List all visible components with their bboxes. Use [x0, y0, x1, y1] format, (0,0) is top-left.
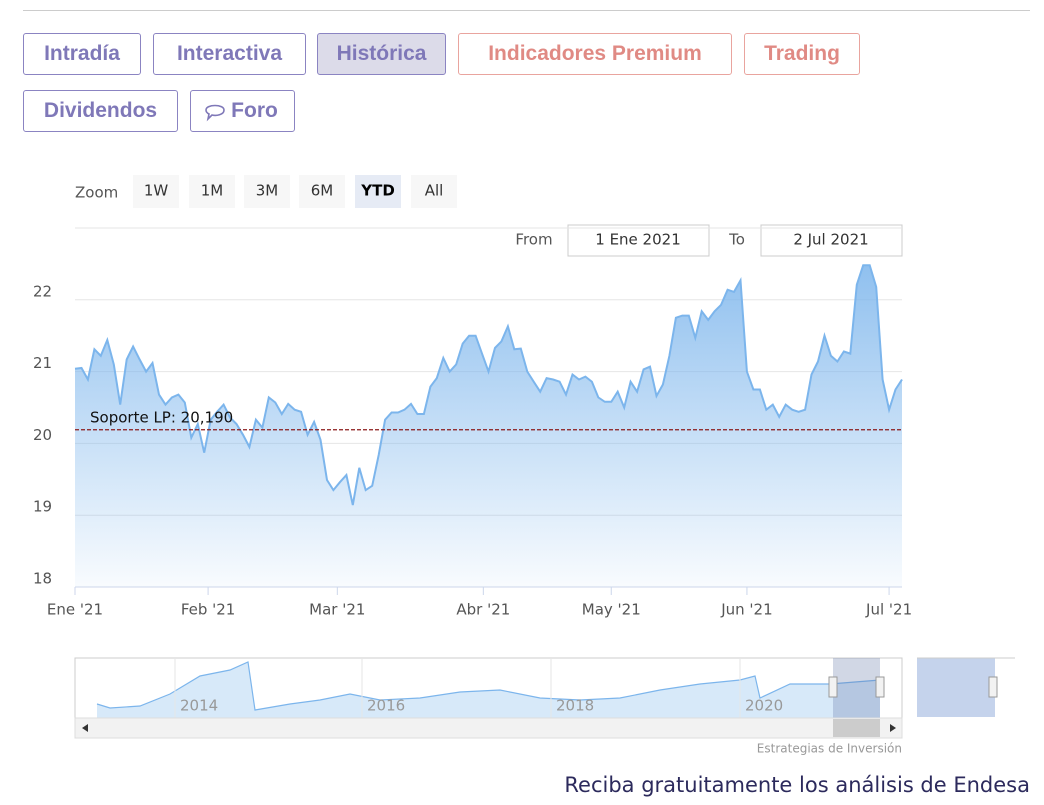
- zoom-button-label: 1M: [201, 182, 224, 200]
- tab[interactable]: Foro: [190, 90, 295, 132]
- chat-icon: [205, 104, 225, 122]
- y-tick-label: 20: [33, 426, 52, 444]
- date-input: [760, 224, 903, 257]
- zoom-button[interactable]: [244, 175, 290, 208]
- zoom-label: Zoom: [75, 184, 118, 202]
- zoom-button-label: All: [425, 182, 444, 200]
- zoom-button[interactable]: [411, 175, 457, 208]
- x-tick-label: Ene '21: [47, 601, 103, 619]
- zoom-button-label: 1W: [144, 182, 169, 200]
- navigator-handle: [828, 676, 838, 698]
- annotation-label: Soporte LP: 20,190: [90, 408, 233, 426]
- x-tick-label: Jun '21: [720, 601, 772, 619]
- navigator-extra: [917, 658, 995, 717]
- tab[interactable]: Indicadores Premium: [458, 33, 732, 75]
- x-tick-label: Mar '21: [309, 601, 365, 619]
- zoom-button[interactable]: [189, 175, 235, 208]
- tab[interactable]: Dividendos: [23, 90, 178, 132]
- x-tick-label: Jul '21: [865, 601, 912, 619]
- from-value: 1 Ene 2021: [595, 231, 680, 249]
- credit: Estrategias de Inversión: [757, 742, 902, 756]
- navigator-handle: [875, 676, 885, 698]
- navigator-area: [97, 662, 880, 718]
- to-label: To: [728, 231, 745, 249]
- scrollbar: [74, 717, 903, 739]
- zoom-button-label: 3M: [256, 182, 279, 200]
- navigator-range: [833, 658, 880, 718]
- navigator-label: 2016: [367, 697, 405, 715]
- scroll-arrow: [890, 724, 896, 732]
- from-label: From: [515, 231, 552, 249]
- scroll-arrow: [82, 724, 88, 732]
- zoom-button-label: YTD: [360, 182, 395, 200]
- navigator-bg: [74, 657, 903, 719]
- navigator-label: 2018: [556, 697, 594, 715]
- tab[interactable]: Histórica: [317, 33, 446, 75]
- tab[interactable]: Trading: [744, 33, 860, 75]
- zoom-button-label: 6M: [311, 182, 334, 200]
- navigator-label: 2014: [180, 697, 218, 715]
- zoom-button[interactable]: [299, 175, 345, 208]
- tab-label: Foro: [231, 99, 278, 122]
- y-tick-label: 22: [33, 282, 52, 300]
- navigator-line: [96, 661, 881, 711]
- x-tick-label: Feb '21: [181, 601, 236, 619]
- navigator-handle: [988, 676, 998, 698]
- date-input: [567, 224, 710, 257]
- footer-text: Reciba gratuitamente los análisis de End…: [564, 773, 1030, 797]
- x-tick-label: Abr '21: [456, 601, 510, 619]
- divider: [23, 10, 1030, 11]
- y-tick-label: 21: [33, 354, 52, 372]
- tab[interactable]: Interactiva: [153, 33, 306, 75]
- line: [74, 264, 903, 506]
- y-tick-label: 18: [33, 570, 52, 588]
- scrollbar-thumb: [833, 719, 880, 737]
- area-fill: [75, 265, 902, 587]
- y-tick-label: 19: [33, 498, 52, 516]
- to-value: 2 Jul 2021: [793, 231, 868, 249]
- tab[interactable]: Intradía: [23, 33, 141, 75]
- zoom-button[interactable]: [133, 175, 179, 208]
- x-tick-label: May '21: [582, 601, 641, 619]
- zoom-button[interactable]: [355, 175, 401, 208]
- navigator-label: 2020: [745, 697, 783, 715]
